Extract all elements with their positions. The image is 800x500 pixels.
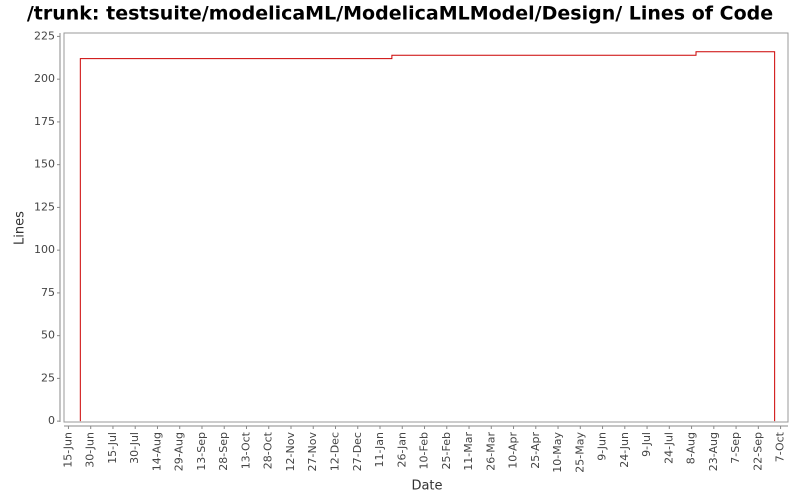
x-tick-label: 15-Jul xyxy=(106,432,119,464)
y-tick-label: 175 xyxy=(34,115,55,128)
x-tick-label: 10-Apr xyxy=(507,432,520,469)
x-tick-label: 30-Jun xyxy=(84,432,97,468)
data-line xyxy=(79,51,776,422)
x-tick-label: 11-Jan xyxy=(373,432,386,468)
x-tick-label: 10-May xyxy=(551,432,564,473)
x-tick-label: 24-Jun xyxy=(618,432,631,468)
x-tick-label: 25-Apr xyxy=(529,432,542,469)
x-tick-label: 8-Aug xyxy=(685,432,698,464)
x-tick-label: 27-Dec xyxy=(351,432,364,471)
chart-title: /trunk: testsuite/modelicaML/ModelicaMLM… xyxy=(27,3,773,25)
x-tick-label: 25-Feb xyxy=(440,432,453,469)
x-tick-label: 30-Jul xyxy=(128,432,141,464)
y-tick-label: 150 xyxy=(34,158,55,171)
x-tick-label: 7-Oct xyxy=(774,431,787,462)
x-tick-label: 11-Mar xyxy=(462,432,475,471)
y-tick-label: 25 xyxy=(41,371,55,384)
x-tick-label: 26-Jan xyxy=(395,432,408,468)
x-tick-label: 29-Aug xyxy=(173,432,186,471)
x-tick-label: 15-Jun xyxy=(61,432,74,468)
y-axis-label: Lines xyxy=(13,211,28,245)
x-tick-label: 9-Jun xyxy=(596,432,609,461)
y-tick-label: 200 xyxy=(34,72,55,85)
x-tick-label: 28-Oct xyxy=(262,431,275,469)
plot-area xyxy=(63,32,789,423)
x-tick-label: 13-Oct xyxy=(239,431,252,469)
x-tick-label: 9-Jul xyxy=(640,432,653,457)
x-tick-label: 12-Dec xyxy=(329,432,342,471)
x-tick-label: 26-Mar xyxy=(484,432,497,471)
y-tick-label: 50 xyxy=(41,329,55,342)
y-tick-label: 125 xyxy=(34,200,55,213)
x-tick-label: 24-Jul xyxy=(662,432,675,464)
x-tick-label: 27-Nov xyxy=(306,432,319,472)
y-tick-label: 225 xyxy=(34,29,55,42)
x-tick-label: 13-Sep xyxy=(195,432,208,471)
x-tick-label: 28-Sep xyxy=(217,432,230,471)
y-tick-label: 75 xyxy=(41,286,55,299)
x-tick-label: 7-Sep xyxy=(729,432,742,464)
x-tick-label: 22-Sep xyxy=(751,432,764,471)
x-axis-label: Date xyxy=(411,479,442,494)
y-tick-label: 100 xyxy=(34,243,55,256)
x-tick-label: 25-May xyxy=(573,432,586,473)
y-tick-label: 0 xyxy=(48,414,55,427)
x-tick-label: 23-Aug xyxy=(707,432,720,471)
x-tick-label: 12-Nov xyxy=(284,432,297,472)
x-tick-label: 14-Aug xyxy=(150,432,163,471)
x-tick-label: 10-Feb xyxy=(418,432,431,469)
